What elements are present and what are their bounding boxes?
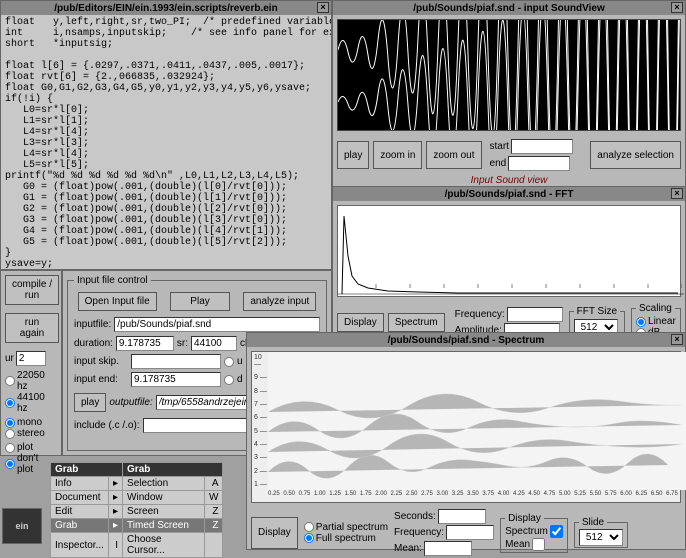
sr-input[interactable] — [191, 336, 237, 351]
hz-44100-radio[interactable] — [5, 398, 15, 408]
start-label: start — [490, 141, 509, 152]
stereo-radio[interactable] — [5, 429, 15, 439]
close-icon[interactable]: × — [671, 334, 683, 345]
plot-radio[interactable] — [5, 443, 15, 453]
u-radio[interactable] — [224, 357, 234, 367]
output-play-button[interactable]: play — [74, 393, 106, 412]
zoom-out-button[interactable]: zoom out — [426, 141, 481, 169]
duration-input[interactable] — [116, 336, 174, 351]
analyze-input-button[interactable]: analyze input — [243, 292, 316, 311]
partial-spectrum-radio[interactable] — [304, 522, 314, 532]
scaling-legend: Scaling — [636, 303, 675, 314]
editor-titlebar: /pub/Editors/EIN/ein.1993/ein.scripts/re… — [1, 1, 331, 15]
end-label: end — [490, 158, 507, 169]
fft-window: /pub/Sounds/piaf.snd - FFT × Display Spe… — [332, 186, 686, 336]
d-radio[interactable] — [224, 375, 234, 385]
inputskip-input[interactable] — [131, 354, 221, 369]
control-strip: compile / run run again ur 22050 hz 4410… — [0, 270, 62, 456]
frequency-input[interactable] — [446, 525, 494, 540]
zoom-in-button[interactable]: zoom in — [373, 141, 422, 169]
open-input-button[interactable]: Open Input file — [78, 292, 157, 311]
fft-axis-ticks — [342, 284, 676, 294]
inputfile-input[interactable] — [114, 317, 320, 332]
full-spectrum-radio[interactable] — [304, 533, 314, 543]
spectro-y-axis: 10 —9 —8 —7 —6 —5 —4 —3 —2 —1 — — [254, 354, 268, 488]
soundview-title: /pub/Sounds/piaf.snd - input SoundView — [413, 3, 604, 14]
fft-title: /pub/Sounds/piaf.snd - FFT — [445, 189, 574, 200]
linear-radio[interactable] — [636, 317, 646, 327]
spectrum-window: /pub/Sounds/piaf.snd - Spectrum × 10 —9 … — [246, 332, 686, 550]
ein-icon[interactable]: ein — [2, 508, 42, 544]
seconds-input[interactable] — [438, 509, 486, 524]
soundview-controls: play zoom in zoom out start end analyze … — [333, 135, 685, 175]
grab-menu[interactable]: GrabGrab Info▸SelectionADocument▸WindowW… — [50, 462, 223, 558]
start-input[interactable] — [511, 139, 573, 154]
compile-run-button[interactable]: compile / run — [5, 275, 59, 305]
ur-input[interactable] — [16, 351, 46, 366]
run-again-button[interactable]: run again — [5, 313, 59, 343]
soundview-titlebar: /pub/Sounds/piaf.snd - input SoundView × — [333, 1, 685, 15]
fft-freq-input[interactable] — [507, 307, 563, 322]
editor-code[interactable]: float y,left,right,sr,two_PI; /* predefi… — [1, 15, 331, 269]
mono-radio[interactable] — [5, 418, 15, 428]
input-legend: Input file control — [74, 275, 151, 286]
fft-size-legend: FFT Size — [574, 306, 620, 317]
fft-spectrum-button[interactable]: Spectrum — [388, 313, 445, 332]
close-icon[interactable]: × — [671, 188, 683, 199]
soundview-window: /pub/Sounds/piaf.snd - input SoundView ×… — [332, 0, 686, 188]
slide-select[interactable]: 512 — [579, 529, 623, 546]
fft-titlebar: /pub/Sounds/piaf.snd - FFT × — [333, 187, 685, 201]
spectrum-controls: Display Partial spectrum Full spectrum S… — [247, 507, 685, 558]
editor-window: /pub/Editors/EIN/ein.1993/ein.scripts/re… — [0, 0, 332, 270]
spectrum-checkbox[interactable] — [550, 525, 563, 538]
editor-title: /pub/Editors/EIN/ein.1993/ein.scripts/re… — [54, 3, 277, 14]
mean-input[interactable] — [424, 541, 472, 556]
waveform-display[interactable] — [337, 19, 681, 131]
spectro-x-axis: 0.250.500.751.001.251.501.752.002.252.50… — [268, 491, 678, 501]
hz-22050-radio[interactable] — [5, 376, 15, 386]
spectrum-titlebar: /pub/Sounds/piaf.snd - Spectrum × — [247, 333, 685, 347]
fft-freq-label: Frequency: — [455, 309, 505, 320]
soundview-footer: Input Sound view — [333, 175, 685, 186]
spectrum-display-button[interactable]: Display — [251, 517, 298, 549]
close-icon[interactable]: × — [671, 2, 683, 13]
close-icon[interactable]: × — [317, 2, 329, 13]
analyze-selection-button[interactable]: analyze selection — [590, 141, 681, 169]
fft-plot[interactable] — [337, 205, 681, 297]
end-input[interactable] — [508, 156, 570, 171]
play-button[interactable]: play — [337, 141, 369, 169]
spectrum-title: /pub/Sounds/piaf.snd - Spectrum — [388, 335, 545, 346]
inputend-input[interactable] — [131, 372, 221, 387]
fft-display-button[interactable]: Display — [337, 313, 384, 332]
dontplot-radio[interactable] — [5, 459, 15, 469]
mean-checkbox[interactable] — [532, 538, 545, 551]
spectrogram-display[interactable]: 10 —9 —8 —7 —6 —5 —4 —3 —2 —1 — 0.250.50… — [251, 351, 681, 503]
input-play-button[interactable]: Play — [170, 292, 230, 311]
